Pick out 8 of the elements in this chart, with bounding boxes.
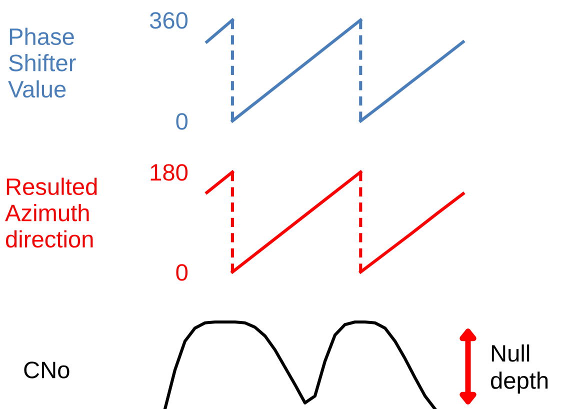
y-tick-label: 180 (150, 164, 188, 181)
y-tick-label: 0 (176, 113, 188, 130)
y-tick-label: 0 (176, 264, 188, 281)
text: Null depth (490, 344, 548, 394)
y-tick-label: 360 (150, 12, 188, 29)
y-axis-title: Phase Shifter Value (8, 28, 76, 98)
y-axis-title: CNo (24, 362, 70, 378)
y-axis-title: Resulted Azimuth direction (5, 178, 97, 248)
